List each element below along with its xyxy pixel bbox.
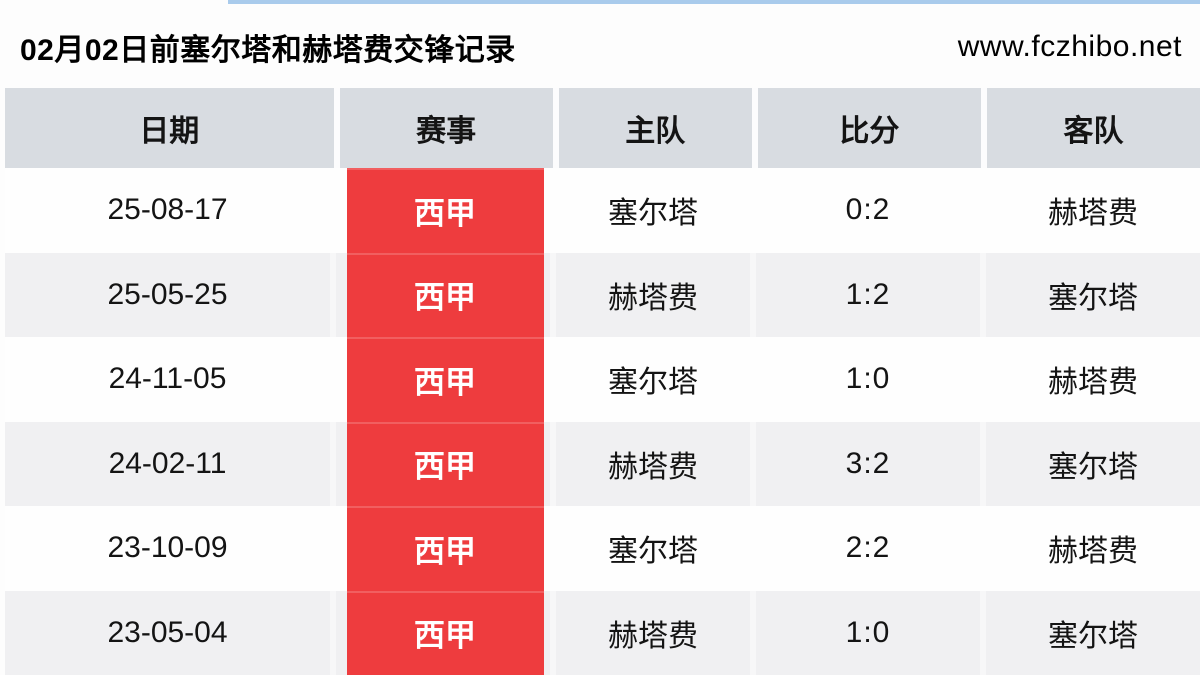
away-team-cell: 赫塔费 xyxy=(980,506,1200,591)
competition-badge: 西甲 xyxy=(346,590,544,675)
table-row: 24-11-05 西甲 塞尔塔 1:0 赫塔费 xyxy=(5,337,1200,422)
away-team-cell: 塞尔塔 xyxy=(980,421,1200,506)
competition-badge: 西甲 xyxy=(346,337,544,422)
table-row: 25-08-17 西甲 塞尔塔 0:2 赫塔费 xyxy=(5,168,1200,253)
date-cell: 25-05-25 xyxy=(107,277,228,311)
competition-cell: 西甲 xyxy=(330,506,550,591)
date-cell: 24-02-11 xyxy=(108,446,227,480)
table-row: 25-05-25 西甲 赫塔费 1:2 塞尔塔 xyxy=(5,252,1200,337)
score-cell: 3:2 xyxy=(750,421,980,506)
column-header-home-team: 主队 xyxy=(552,88,752,168)
column-header-away-team: 客队 xyxy=(980,88,1200,168)
competition-cell: 西甲 xyxy=(330,421,550,506)
score-cell: 1:0 xyxy=(750,337,980,422)
date-cell: 23-05-04 xyxy=(107,615,228,649)
competition-cell: 西甲 xyxy=(330,337,550,422)
column-header-score: 比分 xyxy=(751,88,981,168)
home-team-cell: 塞尔塔 xyxy=(550,506,750,591)
column-header-competition: 赛事 xyxy=(333,88,553,168)
competition-badge: 西甲 xyxy=(346,252,544,337)
competition-badge: 西甲 xyxy=(346,421,544,506)
score-cell: 2:2 xyxy=(750,506,980,591)
table-row: 23-10-09 西甲 塞尔塔 2:2 赫塔费 xyxy=(5,506,1200,591)
date-cell: 24-11-05 xyxy=(108,362,227,396)
away-team-cell: 赫塔费 xyxy=(980,168,1200,253)
page-header: 02月02日前塞尔塔和赫塔费交锋记录 www.fczhibo.net xyxy=(0,0,1200,88)
date-cell: 25-08-17 xyxy=(107,193,228,227)
top-accent-line xyxy=(228,0,1200,4)
table-body: 25-08-17 西甲 塞尔塔 0:2 赫塔费 25-05-25 西甲 赫塔费 … xyxy=(5,168,1200,675)
competition-cell: 西甲 xyxy=(330,590,550,675)
table-row: 23-05-04 西甲 赫塔费 1:0 塞尔塔 xyxy=(5,590,1200,675)
score-cell: 1:0 xyxy=(750,590,980,675)
score-cell: 1:2 xyxy=(750,252,980,337)
home-team-cell: 塞尔塔 xyxy=(550,168,750,253)
home-team-cell: 赫塔费 xyxy=(550,421,750,506)
table-row: 24-02-11 西甲 赫塔费 3:2 塞尔塔 xyxy=(5,421,1200,506)
competition-badge: 西甲 xyxy=(346,506,544,591)
away-team-cell: 塞尔塔 xyxy=(980,590,1200,675)
away-team-cell: 塞尔塔 xyxy=(980,252,1200,337)
home-team-cell: 赫塔费 xyxy=(550,590,750,675)
competition-cell: 西甲 xyxy=(330,252,550,337)
competition-badge: 西甲 xyxy=(346,168,544,253)
date-cell: 23-10-09 xyxy=(107,531,228,565)
head-to-head-table: 日期 赛事 主队 比分 客队 25-08-17 西甲 塞尔塔 0:2 赫塔费 2… xyxy=(5,88,1200,675)
page-title: 02月02日前塞尔塔和赫塔费交锋记录 xyxy=(20,34,516,67)
table-header-row: 日期 赛事 主队 比分 客队 xyxy=(5,88,1200,168)
home-team-cell: 塞尔塔 xyxy=(550,337,750,422)
competition-cell: 西甲 xyxy=(330,168,550,253)
away-team-cell: 赫塔费 xyxy=(980,337,1200,422)
home-team-cell: 赫塔费 xyxy=(550,252,750,337)
site-watermark: www.fczhibo.net xyxy=(957,30,1182,63)
column-header-date: 日期 xyxy=(139,115,200,148)
score-cell: 0:2 xyxy=(750,168,980,253)
